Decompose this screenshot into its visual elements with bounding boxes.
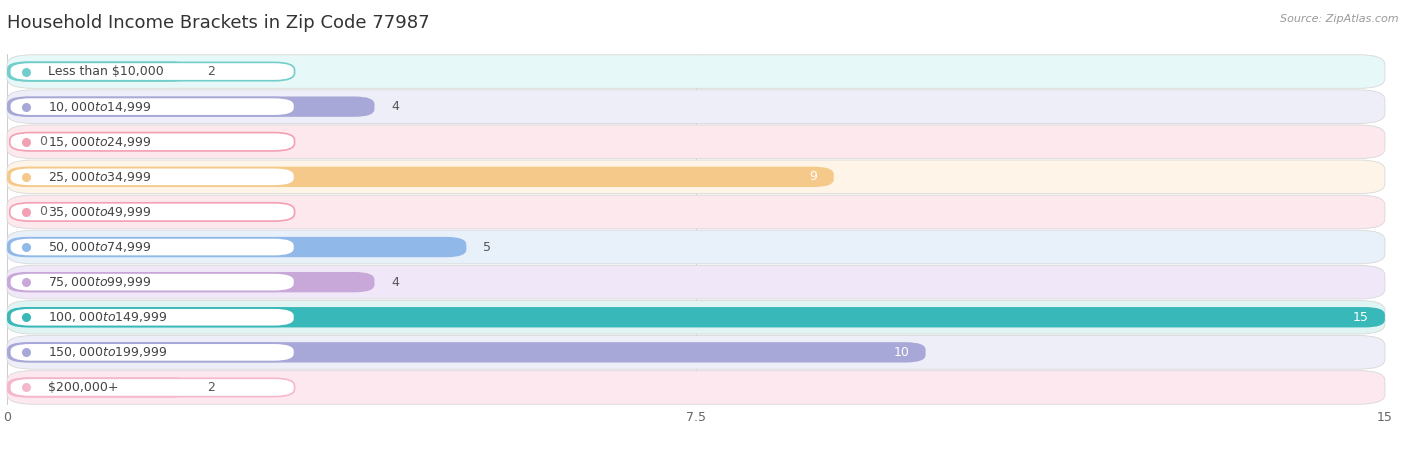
Text: 10: 10 (893, 346, 910, 359)
Text: $15,000 to $24,999: $15,000 to $24,999 (48, 135, 152, 149)
Text: 0: 0 (39, 206, 48, 218)
FancyBboxPatch shape (10, 98, 294, 116)
Text: $100,000 to $149,999: $100,000 to $149,999 (48, 310, 167, 324)
Text: $35,000 to $49,999: $35,000 to $49,999 (48, 205, 152, 219)
Text: $200,000+: $200,000+ (48, 381, 120, 394)
FancyBboxPatch shape (7, 166, 834, 187)
Text: 2: 2 (207, 65, 215, 78)
FancyBboxPatch shape (7, 336, 1385, 369)
FancyBboxPatch shape (10, 273, 294, 291)
FancyBboxPatch shape (7, 160, 1385, 194)
FancyBboxPatch shape (7, 266, 1385, 299)
Text: $25,000 to $34,999: $25,000 to $34,999 (48, 170, 152, 184)
FancyBboxPatch shape (10, 308, 294, 326)
Text: $50,000 to $74,999: $50,000 to $74,999 (48, 240, 152, 254)
FancyBboxPatch shape (7, 61, 191, 82)
Text: Household Income Brackets in Zip Code 77987: Household Income Brackets in Zip Code 77… (7, 14, 430, 32)
FancyBboxPatch shape (7, 230, 1385, 264)
Text: $10,000 to $14,999: $10,000 to $14,999 (48, 99, 152, 114)
Text: 9: 9 (810, 171, 817, 183)
Text: 15: 15 (1353, 311, 1368, 324)
FancyBboxPatch shape (7, 342, 925, 363)
FancyBboxPatch shape (10, 203, 294, 221)
FancyBboxPatch shape (7, 377, 191, 398)
FancyBboxPatch shape (10, 63, 294, 81)
FancyBboxPatch shape (10, 168, 294, 186)
Text: Source: ZipAtlas.com: Source: ZipAtlas.com (1281, 14, 1399, 23)
FancyBboxPatch shape (10, 343, 294, 361)
FancyBboxPatch shape (7, 272, 374, 292)
Text: 4: 4 (391, 276, 399, 288)
FancyBboxPatch shape (10, 378, 294, 396)
FancyBboxPatch shape (10, 238, 294, 256)
Text: 0: 0 (39, 135, 48, 148)
FancyBboxPatch shape (7, 90, 1385, 123)
FancyBboxPatch shape (10, 133, 294, 151)
FancyBboxPatch shape (7, 55, 1385, 88)
FancyBboxPatch shape (7, 195, 1385, 229)
FancyBboxPatch shape (7, 307, 1385, 328)
Text: $75,000 to $99,999: $75,000 to $99,999 (48, 275, 152, 289)
Text: 5: 5 (482, 241, 491, 253)
Text: $150,000 to $199,999: $150,000 to $199,999 (48, 345, 167, 360)
Text: 2: 2 (207, 381, 215, 394)
FancyBboxPatch shape (7, 371, 1385, 404)
FancyBboxPatch shape (7, 96, 374, 117)
Text: 4: 4 (391, 100, 399, 113)
FancyBboxPatch shape (7, 237, 467, 257)
FancyBboxPatch shape (7, 301, 1385, 334)
Text: Less than $10,000: Less than $10,000 (48, 65, 165, 78)
FancyBboxPatch shape (7, 125, 1385, 158)
